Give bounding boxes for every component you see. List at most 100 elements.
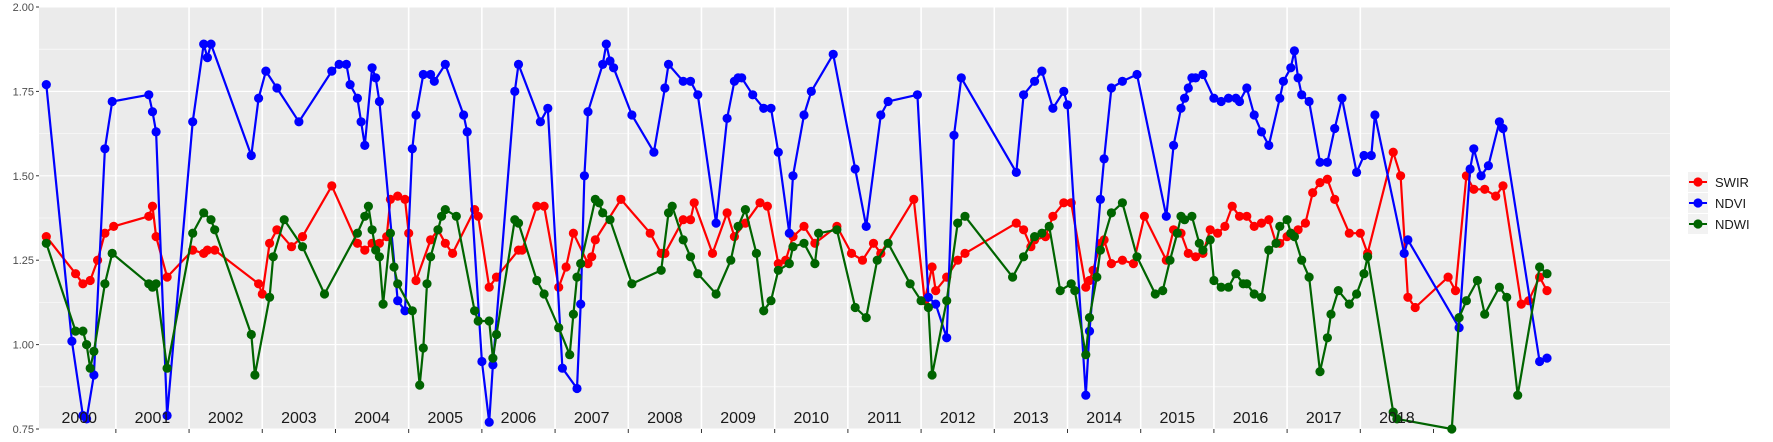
data-point-ndwi <box>953 218 963 228</box>
data-point-swir <box>473 211 483 221</box>
data-point-swir <box>1059 198 1069 208</box>
data-point-ndwi <box>532 275 542 286</box>
legend-key-point <box>1693 219 1703 229</box>
data-point-ndvi <box>876 110 886 120</box>
data-point-ndvi <box>1278 76 1288 86</box>
data-point-ndwi <box>71 326 81 336</box>
data-point-ndwi <box>1535 262 1545 272</box>
legend-key-point <box>1693 198 1703 208</box>
data-point-ndvi <box>477 356 487 367</box>
data-point-swir <box>144 211 154 221</box>
legend-item-swir: SWIR <box>1688 172 1749 192</box>
data-point-ndwi <box>360 211 370 221</box>
data-point-swir <box>1205 225 1215 235</box>
data-point-ndvi <box>931 299 941 309</box>
data-point-ndvi <box>949 130 959 140</box>
data-point-ndwi <box>1106 208 1116 218</box>
data-point-ndwi <box>751 248 762 258</box>
legend-key-point <box>1693 177 1703 187</box>
data-point-swir <box>678 215 688 225</box>
data-point-ndvi <box>685 76 696 86</box>
data-point-ndwi <box>1008 272 1018 282</box>
data-point-ndvi <box>206 39 216 49</box>
data-point-ndwi <box>199 208 209 218</box>
data-point-ndwi <box>1030 232 1040 242</box>
data-point-ndvi <box>1095 194 1105 204</box>
data-point-ndvi <box>484 417 494 427</box>
data-point-ndwi <box>1542 269 1552 279</box>
data-point-swir <box>857 255 868 265</box>
data-point-ndwi <box>740 205 751 215</box>
data-point-swir <box>1191 252 1201 262</box>
data-point-ndvi <box>356 117 366 127</box>
data-point-ndvi <box>923 292 934 302</box>
data-point-ndwi <box>1344 299 1354 309</box>
data-point-swir <box>272 225 282 235</box>
data-point-ndwi <box>279 215 289 225</box>
data-point-ndvi <box>1011 167 1021 177</box>
data-point-ndwi <box>766 296 776 306</box>
data-point-ndvi <box>1081 390 1091 400</box>
data-point-swir <box>162 272 172 282</box>
data-point-swir <box>327 181 337 191</box>
data-point-ndvi <box>246 150 256 161</box>
data-point-ndvi <box>576 299 586 309</box>
data-point-ndvi <box>411 110 421 120</box>
data-point-swir <box>1183 248 1193 258</box>
year-label: 2014 <box>1086 410 1122 427</box>
data-point-ndvi <box>510 86 520 96</box>
data-point-ndwi <box>151 279 161 289</box>
data-point-ndwi <box>1092 272 1102 282</box>
data-point-ndwi <box>385 228 395 238</box>
data-point-ndvi <box>429 76 439 86</box>
data-point-ndwi <box>1066 279 1076 289</box>
data-point-swir <box>1213 228 1223 238</box>
data-point-ndvi <box>1019 90 1029 100</box>
data-point-ndwi <box>1070 286 1080 296</box>
data-point-ndwi <box>433 225 443 235</box>
data-point-ndwi <box>1326 309 1336 319</box>
data-point-ndvi <box>693 90 703 100</box>
data-point-ndvi <box>188 117 198 127</box>
data-point-swir <box>1300 218 1310 228</box>
data-point-ndwi <box>1352 289 1362 299</box>
data-point-swir <box>1516 299 1526 309</box>
y-tick-label: 0.75 <box>13 424 34 436</box>
data-point-swir <box>202 245 212 255</box>
legend: SWIR NDVI NDWI <box>1688 172 1750 234</box>
data-point-ndwi <box>491 329 502 340</box>
data-point-swir <box>1403 292 1413 302</box>
data-point-ndwi <box>810 259 820 269</box>
data-point-ndwi <box>1454 313 1464 323</box>
data-point-ndvi <box>345 80 355 90</box>
data-point-ndvi <box>543 103 553 113</box>
data-point-ndvi <box>261 66 271 76</box>
data-point-ndwi <box>210 225 220 235</box>
data-point-swir <box>1234 211 1245 221</box>
year-label: 2016 <box>1233 410 1269 427</box>
data-point-ndwi <box>89 346 99 356</box>
data-point-ndvi <box>374 96 384 107</box>
data-point-ndwi <box>960 211 970 221</box>
data-point-ndwi <box>1095 245 1105 255</box>
data-point-swir <box>590 235 600 245</box>
data-point-ndvi <box>627 110 637 120</box>
data-point-ndwi <box>513 218 524 228</box>
data-point-ndvi <box>1469 144 1479 154</box>
year-label: 2018 <box>1379 410 1415 427</box>
data-point-ndwi <box>1304 272 1314 282</box>
y-axis: 0.75 1.00 1.25 1.50 1.75 2.00 <box>13 2 39 436</box>
data-point-ndvi <box>1132 69 1142 80</box>
data-point-ndwi <box>440 205 450 215</box>
data-point-ndvi <box>1180 93 1190 103</box>
data-point-ndvi <box>1161 211 1171 221</box>
data-point-ndwi <box>1447 424 1457 434</box>
data-point-swir <box>645 228 655 238</box>
data-point-swir <box>587 252 597 262</box>
data-point-ndvi <box>459 110 469 120</box>
data-point-swir <box>762 201 773 211</box>
data-point-ndvi <box>1293 73 1303 83</box>
data-point-ndvi <box>1037 66 1047 76</box>
data-point-swir <box>374 238 384 248</box>
data-point-swir <box>297 232 308 242</box>
